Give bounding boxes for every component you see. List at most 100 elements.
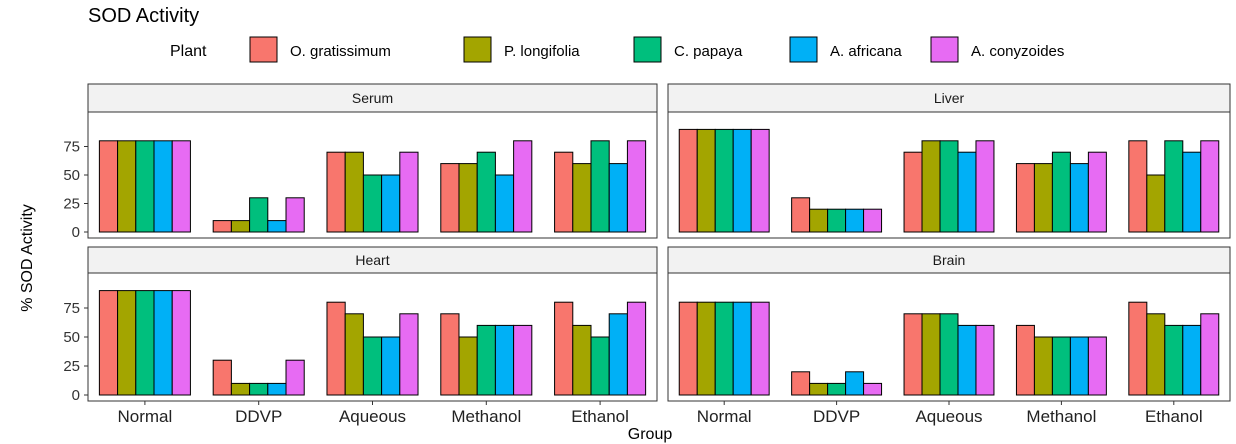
bar-brain-methanol-3 bbox=[1069, 336, 1089, 396]
facet-strip bbox=[667, 246, 1231, 274]
bar-heart-aqueous-2 bbox=[362, 336, 383, 396]
bar-serum-aqueous-2 bbox=[362, 174, 383, 233]
x-tick-label: Methanol bbox=[451, 407, 521, 426]
bar-brain-ddvp-1 bbox=[809, 382, 829, 396]
bar-heart-methanol-4 bbox=[513, 324, 533, 396]
bar-heart-aqueous-1 bbox=[344, 313, 364, 396]
bar-liver-ddvp-1 bbox=[809, 208, 829, 233]
legend-swatch bbox=[930, 36, 959, 63]
bar-liver-ddvp-3 bbox=[845, 208, 865, 233]
bar-brain-methanol-4 bbox=[1087, 336, 1107, 396]
bar-brain-ddvp-2 bbox=[827, 382, 847, 396]
y-tick-label: 0 bbox=[72, 387, 80, 404]
bar-brain-normal-2 bbox=[714, 301, 734, 396]
bar-brain-aqueous-3 bbox=[957, 324, 977, 396]
legend-label: A. conyzoides bbox=[971, 43, 1064, 60]
bar-heart-ddvp-0 bbox=[212, 359, 232, 396]
bar-heart-ethanol-4 bbox=[626, 301, 647, 396]
bar-heart-normal-2 bbox=[135, 290, 155, 396]
facet-strip bbox=[87, 246, 658, 274]
bar-heart-methanol-0 bbox=[440, 313, 460, 396]
bar-liver-ddvp-0 bbox=[791, 197, 811, 233]
x-tick-label: Ethanol bbox=[571, 407, 629, 426]
bar-heart-ethanol-2 bbox=[590, 336, 610, 396]
bar-liver-normal-3 bbox=[732, 128, 752, 233]
legend-swatch bbox=[789, 36, 818, 63]
x-tick-label: DDVP bbox=[813, 407, 860, 426]
bar-serum-ethanol-3 bbox=[608, 163, 628, 233]
facet-panel-heart: Heart 0 25 50 75 Normal DDVP Aqueous Methanol Eth… bbox=[63, 246, 658, 426]
bar-brain-normal-0 bbox=[678, 301, 698, 396]
bar-heart-aqueous-0 bbox=[326, 301, 346, 396]
bar-serum-normal-0 bbox=[98, 140, 119, 233]
bar-brain-ethanol-3 bbox=[1182, 324, 1202, 396]
x-axis-title: Group bbox=[628, 426, 673, 443]
bar-brain-aqueous-1 bbox=[921, 313, 941, 396]
bar-serum-ddvp-4 bbox=[285, 197, 305, 233]
bar-liver-aqueous-3 bbox=[957, 151, 977, 233]
y-tick-label: 25 bbox=[63, 358, 80, 375]
bar-liver-normal-4 bbox=[750, 128, 770, 233]
bar-serum-normal-3 bbox=[153, 140, 173, 233]
bar-serum-normal-4 bbox=[171, 140, 191, 233]
facet-panel-brain: Brain Normal DDVP Aqueous Methanol Ethanol bbox=[667, 246, 1231, 426]
y-axis-title: % SOD Activity bbox=[19, 204, 36, 312]
bar-serum-ddvp-1 bbox=[230, 220, 251, 233]
bar-serum-ddvp-2 bbox=[249, 197, 269, 233]
bar-brain-methanol-0 bbox=[1015, 324, 1035, 396]
y-tick-label: 25 bbox=[63, 196, 80, 213]
bar-brain-ddvp-0 bbox=[791, 371, 811, 396]
bar-heart-ddvp-2 bbox=[249, 382, 269, 396]
bar-liver-ddvp-2 bbox=[827, 208, 847, 233]
bar-liver-methanol-3 bbox=[1069, 163, 1089, 233]
bar-heart-normal-0 bbox=[98, 290, 119, 396]
bar-serum-aqueous-3 bbox=[381, 174, 401, 233]
bar-heart-methanol-2 bbox=[476, 324, 496, 396]
bar-liver-aqueous-2 bbox=[939, 140, 959, 233]
bar-brain-aqueous-2 bbox=[939, 313, 959, 396]
y-tick-label: 50 bbox=[63, 329, 80, 346]
bar-serum-ddvp-3 bbox=[267, 220, 287, 233]
bar-serum-ddvp-0 bbox=[212, 220, 232, 233]
bar-liver-methanol-0 bbox=[1015, 163, 1035, 233]
legend-label: A. africana bbox=[830, 43, 902, 60]
facet-strip bbox=[667, 83, 1231, 113]
bar-liver-ethanol-2 bbox=[1164, 140, 1184, 233]
bar-heart-ethanol-1 bbox=[572, 324, 592, 396]
x-tick-label: Methanol bbox=[1026, 407, 1096, 426]
facet-panel-serum: Serum 0 25 50 75 bbox=[63, 83, 658, 241]
bar-heart-normal-4 bbox=[171, 290, 191, 396]
bar-brain-ethanol-0 bbox=[1128, 301, 1148, 396]
bar-heart-ddvp-4 bbox=[285, 359, 305, 396]
bar-heart-ddvp-3 bbox=[267, 382, 287, 396]
bar-liver-ddvp-4 bbox=[863, 208, 883, 233]
bar-liver-normal-2 bbox=[714, 128, 734, 233]
legend-swatch bbox=[463, 36, 492, 63]
legend-title: Plant bbox=[170, 43, 207, 60]
bar-liver-methanol-2 bbox=[1051, 151, 1071, 233]
legend-label: O. gratissimum bbox=[290, 43, 391, 60]
bar-serum-aqueous-4 bbox=[399, 151, 419, 233]
bar-serum-ethanol-2 bbox=[590, 140, 610, 233]
bar-liver-ethanol-1 bbox=[1146, 174, 1166, 233]
bar-serum-aqueous-0 bbox=[326, 151, 346, 233]
y-tick-label: 0 bbox=[72, 224, 80, 241]
bar-liver-aqueous-4 bbox=[975, 140, 995, 233]
bar-liver-ethanol-4 bbox=[1200, 140, 1220, 233]
legend-swatch bbox=[633, 36, 662, 63]
legend-item: P. longifolia bbox=[463, 36, 580, 63]
facet-strip-label: Heart bbox=[355, 252, 389, 268]
bar-serum-aqueous-1 bbox=[344, 151, 364, 233]
bar-liver-aqueous-0 bbox=[903, 151, 923, 233]
bar-heart-methanol-1 bbox=[458, 336, 478, 396]
bar-liver-normal-0 bbox=[678, 128, 698, 233]
bar-heart-aqueous-4 bbox=[399, 313, 419, 396]
bar-heart-methanol-3 bbox=[494, 324, 515, 396]
bar-serum-ethanol-0 bbox=[554, 151, 574, 233]
bar-brain-methanol-2 bbox=[1051, 336, 1071, 396]
chart-title: SOD Activity bbox=[88, 5, 199, 27]
bar-liver-methanol-4 bbox=[1087, 151, 1107, 233]
legend-item: O. gratissimum bbox=[249, 36, 391, 63]
